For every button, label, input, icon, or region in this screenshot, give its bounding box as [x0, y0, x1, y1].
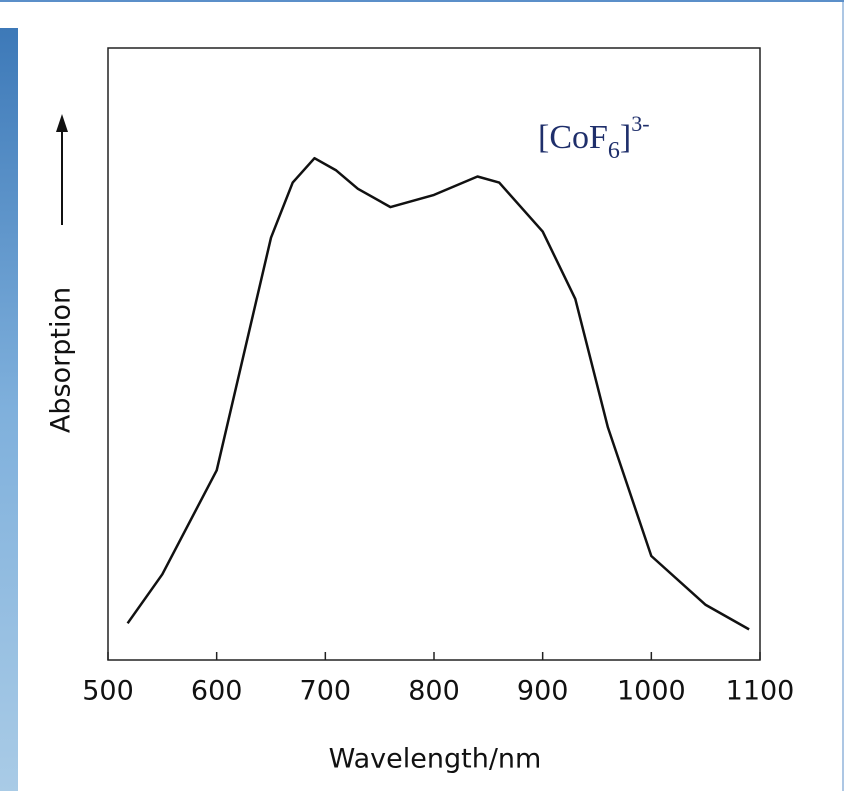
annotation-sup: 3-	[631, 111, 649, 136]
plot-area: 500 600 700 800 900 1000 1100	[82, 47, 795, 707]
x-tick-label: 1100	[726, 676, 795, 707]
x-tick-label: 1000	[617, 676, 686, 707]
y-arrow-head	[56, 114, 68, 132]
annotation-sub: 6	[608, 138, 620, 164]
x-tick-label: 700	[300, 676, 352, 707]
x-axis-label: Wavelength/nm	[329, 744, 542, 775]
x-tick-label: 900	[517, 676, 569, 707]
x-tick-label: 800	[408, 676, 460, 707]
annotation-base: [CoF	[538, 119, 608, 156]
annotation: [CoF6]3-	[538, 111, 650, 163]
x-tick-label: 500	[82, 676, 134, 707]
line-series	[126, 156, 750, 631]
side-image	[0, 28, 18, 791]
x-tick-label: 600	[191, 676, 243, 707]
annotation-mid: ]	[620, 119, 631, 156]
y-axis-label: Absorption	[46, 287, 77, 433]
